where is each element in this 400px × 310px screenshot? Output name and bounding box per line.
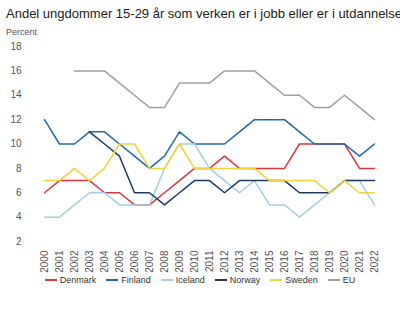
- svg-text:4: 4: [16, 211, 22, 222]
- svg-text:2013: 2013: [234, 250, 245, 273]
- svg-text:2007: 2007: [144, 250, 155, 273]
- html-text:Sweden: Sweden: [285, 275, 318, 285]
- svg-text:10: 10: [10, 138, 22, 149]
- svg-text:2021: 2021: [354, 250, 365, 273]
- svg-text:2004: 2004: [99, 250, 110, 273]
- svg-text:2000: 2000: [39, 250, 50, 273]
- svg-text:2: 2: [16, 236, 22, 247]
- svg-text:2019: 2019: [324, 250, 335, 273]
- svg-text:2002: 2002: [69, 250, 80, 273]
- svg-text:2020: 2020: [339, 250, 350, 273]
- svg-text:18: 18: [10, 41, 22, 52]
- svg-text:2012: 2012: [219, 250, 230, 273]
- svg-text:2003: 2003: [84, 250, 95, 273]
- html-text:Denmark: Denmark: [59, 275, 97, 285]
- svg-text:2018: 2018: [309, 250, 320, 273]
- html-text:EU: EU: [342, 275, 356, 285]
- html-text:Percent: Percent: [6, 27, 37, 37]
- svg-text:2005: 2005: [114, 250, 125, 273]
- svg-text:12: 12: [10, 114, 22, 125]
- svg-text:2016: 2016: [279, 250, 290, 273]
- html-text:Norway: Norway: [229, 275, 261, 285]
- svg-text:16: 16: [10, 65, 22, 76]
- html-text:Finland: Finland: [121, 275, 151, 285]
- svg-text:2014: 2014: [249, 250, 260, 273]
- svg-text:2010: 2010: [189, 250, 200, 273]
- svg-text:2008: 2008: [159, 250, 170, 273]
- svg-text:2011: 2011: [204, 250, 215, 272]
- svg-text:2006: 2006: [129, 250, 140, 273]
- svg-text:8: 8: [16, 163, 22, 174]
- svg-text:14: 14: [10, 89, 22, 100]
- svg-text:6: 6: [16, 187, 22, 198]
- svg-text:2022: 2022: [369, 250, 380, 273]
- svg-text:2009: 2009: [174, 250, 185, 273]
- svg-text:2001: 2001: [54, 250, 65, 273]
- svg-text:2017: 2017: [294, 250, 305, 273]
- html-text:Iceland: Iceland: [175, 275, 205, 285]
- svg-text:2015: 2015: [264, 250, 275, 273]
